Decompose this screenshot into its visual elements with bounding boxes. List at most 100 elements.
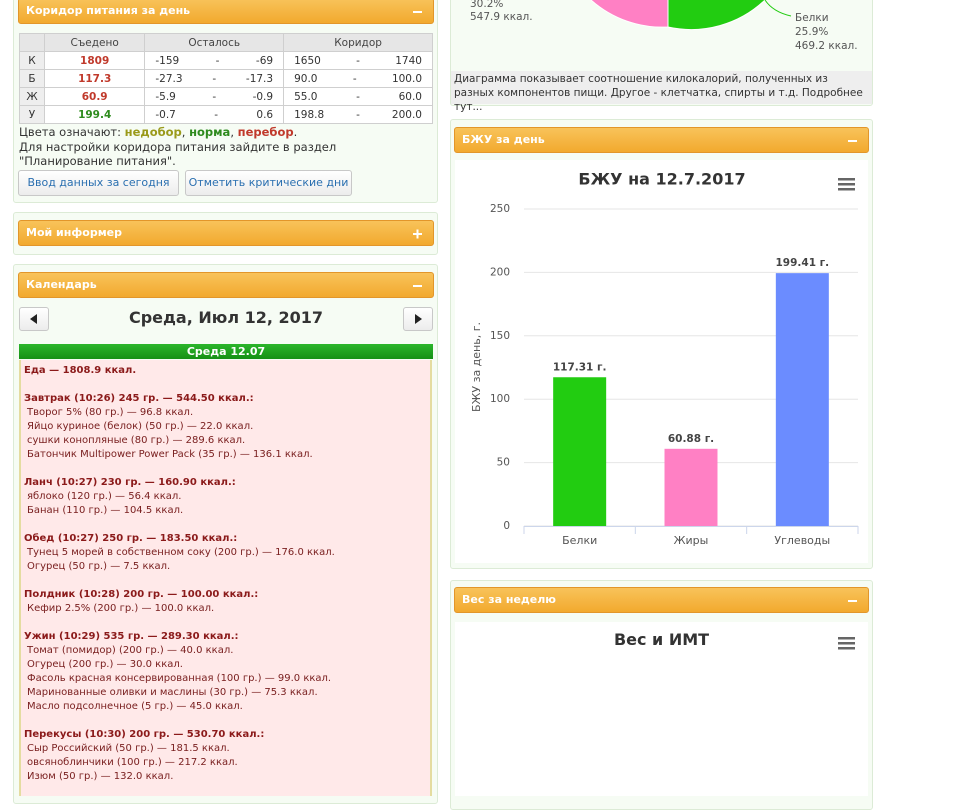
legend-prefix: Цвета означают: [19, 125, 121, 139]
range-to: 0.6 [256, 108, 274, 121]
collapse-icon [413, 285, 422, 287]
row-letter: Ж [19, 87, 45, 106]
spacer [24, 518, 430, 532]
calendar-date: Среда, Июл 12, 2017 [128, 308, 324, 327]
range-to: 100.0 [391, 72, 422, 85]
button[interactable]: Отметить критические дни [185, 170, 352, 196]
y-tick-label: 200 [490, 266, 510, 278]
row-letter: У [19, 105, 45, 124]
pie-caption: Диаграмма показывает соотношение килокал… [451, 71, 872, 113]
range: -0.7 - 0.6 [149, 109, 279, 121]
menu-icon[interactable] [838, 178, 855, 191]
range-from: 198.8 [294, 108, 325, 121]
corridor-range: 55.0 - 60.0 [283, 87, 433, 106]
range-to: -17.3 [245, 72, 274, 85]
y-axis-label: БЖУ за день, г. [470, 322, 483, 412]
range-separator: - [356, 90, 360, 103]
range: -5.9 - -0.9 [149, 91, 279, 103]
arrow-icon [30, 314, 37, 324]
range-to: -69 [255, 54, 274, 67]
table-row: Б 117.3 -27.3 - -17.3 90.0 - 100.0 [19, 69, 433, 88]
left-range: -27.3 - -17.3 [144, 69, 285, 88]
corridor-range: 198.8 - 200.0 [283, 105, 433, 124]
day-header[interactable]: Среда 12.07 [19, 344, 433, 359]
range-from: -27.3 [155, 72, 183, 85]
expand-icon [413, 229, 422, 239]
range: -27.3 - -17.3 [149, 73, 279, 85]
table-header-cell [19, 33, 45, 52]
pie-slice [667, 0, 766, 31]
meal-item: Творог 5% (80 гр.) — 96.8 ккал. [27, 407, 194, 418]
meal-heading: Полдник (10:28) 200 гр. — 100.00 ккал.: [24, 589, 259, 600]
meal-item: Томат (помидор) (200 гр.) — 40.0 ккал. [27, 645, 234, 656]
data-label: 117.31 г. [553, 361, 607, 373]
prev-button[interactable] [19, 307, 49, 331]
left-range: -5.9 - -0.9 [144, 87, 285, 106]
bar [775, 273, 829, 526]
range-to: 200.0 [391, 108, 422, 121]
x-tick-label: Белки [562, 534, 597, 547]
legend-sep: , [230, 125, 234, 139]
meal-item: Банан (110 гр.) — 104.5 ккал. [27, 505, 184, 516]
range-separator: - [212, 72, 217, 85]
panel-header[interactable]: Вес за неделю [454, 587, 869, 613]
legend-line: Цвета означают: недобор, норма, перебор. [19, 125, 297, 139]
button[interactable]: Ввод данных за сегодня [18, 170, 179, 196]
y-tick-label: 50 [497, 457, 510, 469]
meal-heading: Перекусы (10:30) 200 гр. — 530.70 ккал.: [24, 729, 265, 740]
panel-header[interactable]: Календарь [18, 272, 434, 298]
meal-item: Фасоль красная консервированная (100 гр.… [27, 673, 332, 684]
range-from: -5.9 [155, 90, 176, 103]
pie-label: 547.9 ккал. [470, 11, 533, 23]
range-separator: - [212, 90, 217, 103]
legend-low: недобор [124, 125, 182, 139]
left-range: -0.7 - 0.6 [144, 105, 285, 124]
meal-item: Огурец (200 гр.) — 30.0 ккал. [27, 659, 183, 670]
panel-header[interactable]: БЖУ за день [454, 127, 869, 153]
arrow-icon [415, 314, 422, 324]
table-header-cell: Коридор [283, 33, 433, 52]
legend-end: . [293, 125, 298, 139]
pie-label: 469.2 ккал. [795, 40, 858, 52]
pie-label: 25.9% [795, 26, 828, 38]
food-total: Еда — 1808.9 ккал. [24, 365, 137, 376]
panel-title: БЖУ за день [462, 133, 545, 146]
table-row: К 1809 -159 - -69 1650 - 1740 [19, 51, 433, 70]
panel-header[interactable]: Мой информер [18, 220, 434, 246]
data-label: 60.88 г. [668, 433, 714, 445]
row-letter: К [19, 51, 45, 70]
meal-heading: Обед (10:27) 250 гр. — 183.50 ккал.: [24, 533, 238, 544]
bar [553, 377, 607, 526]
food-list: Еда — 1808.9 ккал. Завтрак (10:26) 245 гр… [19, 360, 432, 796]
meal-item: яблоко (120 гр.) — 56.4 ккал. [27, 491, 182, 502]
pie-connector [764, 0, 792, 17]
range-separator: - [356, 54, 360, 67]
nutrition-note: Для настройки коридора питания зайдите в… [19, 140, 337, 168]
eaten-value: 117.3 [43, 69, 146, 88]
range-from: 1650 [294, 54, 321, 67]
table-row: У 199.4 -0.7 - 0.6 198.8 - 200.0 [19, 105, 433, 124]
meal-heading: Завтрак (10:26) 245 гр. — 544.50 ккал.: [24, 393, 254, 404]
row-letter: Б [19, 69, 45, 88]
pie-chart: 30.2% 547.9 ккал. Белки 25.9% 469.2 ккал… [470, 0, 858, 52]
menu-icon[interactable] [838, 636, 856, 650]
meal-item: Тунец 5 морей в собственном соку (200 гр… [27, 547, 335, 558]
collapse-icon [848, 600, 857, 602]
range-from: 90.0 [294, 72, 318, 85]
legend-high: перебор [237, 125, 294, 139]
panel-header[interactable]: Коридор питания за день [18, 0, 434, 24]
spacer [24, 574, 430, 588]
legend-ok: норма [189, 125, 231, 139]
collapse-icon [413, 11, 422, 13]
range: 198.8 - 200.0 [288, 109, 428, 121]
panel-title: Коридор питания за день [26, 4, 191, 17]
y-tick-label: 0 [503, 520, 510, 532]
pie-slice [590, 0, 669, 28]
y-tick-label: 250 [490, 203, 510, 215]
range-from: 55.0 [294, 90, 318, 103]
range: -159 - -69 [149, 55, 279, 67]
chart-title: Вес и ИМТ [613, 630, 710, 649]
x-tick-label: Углеводы [774, 534, 830, 547]
next-button[interactable] [403, 307, 433, 331]
